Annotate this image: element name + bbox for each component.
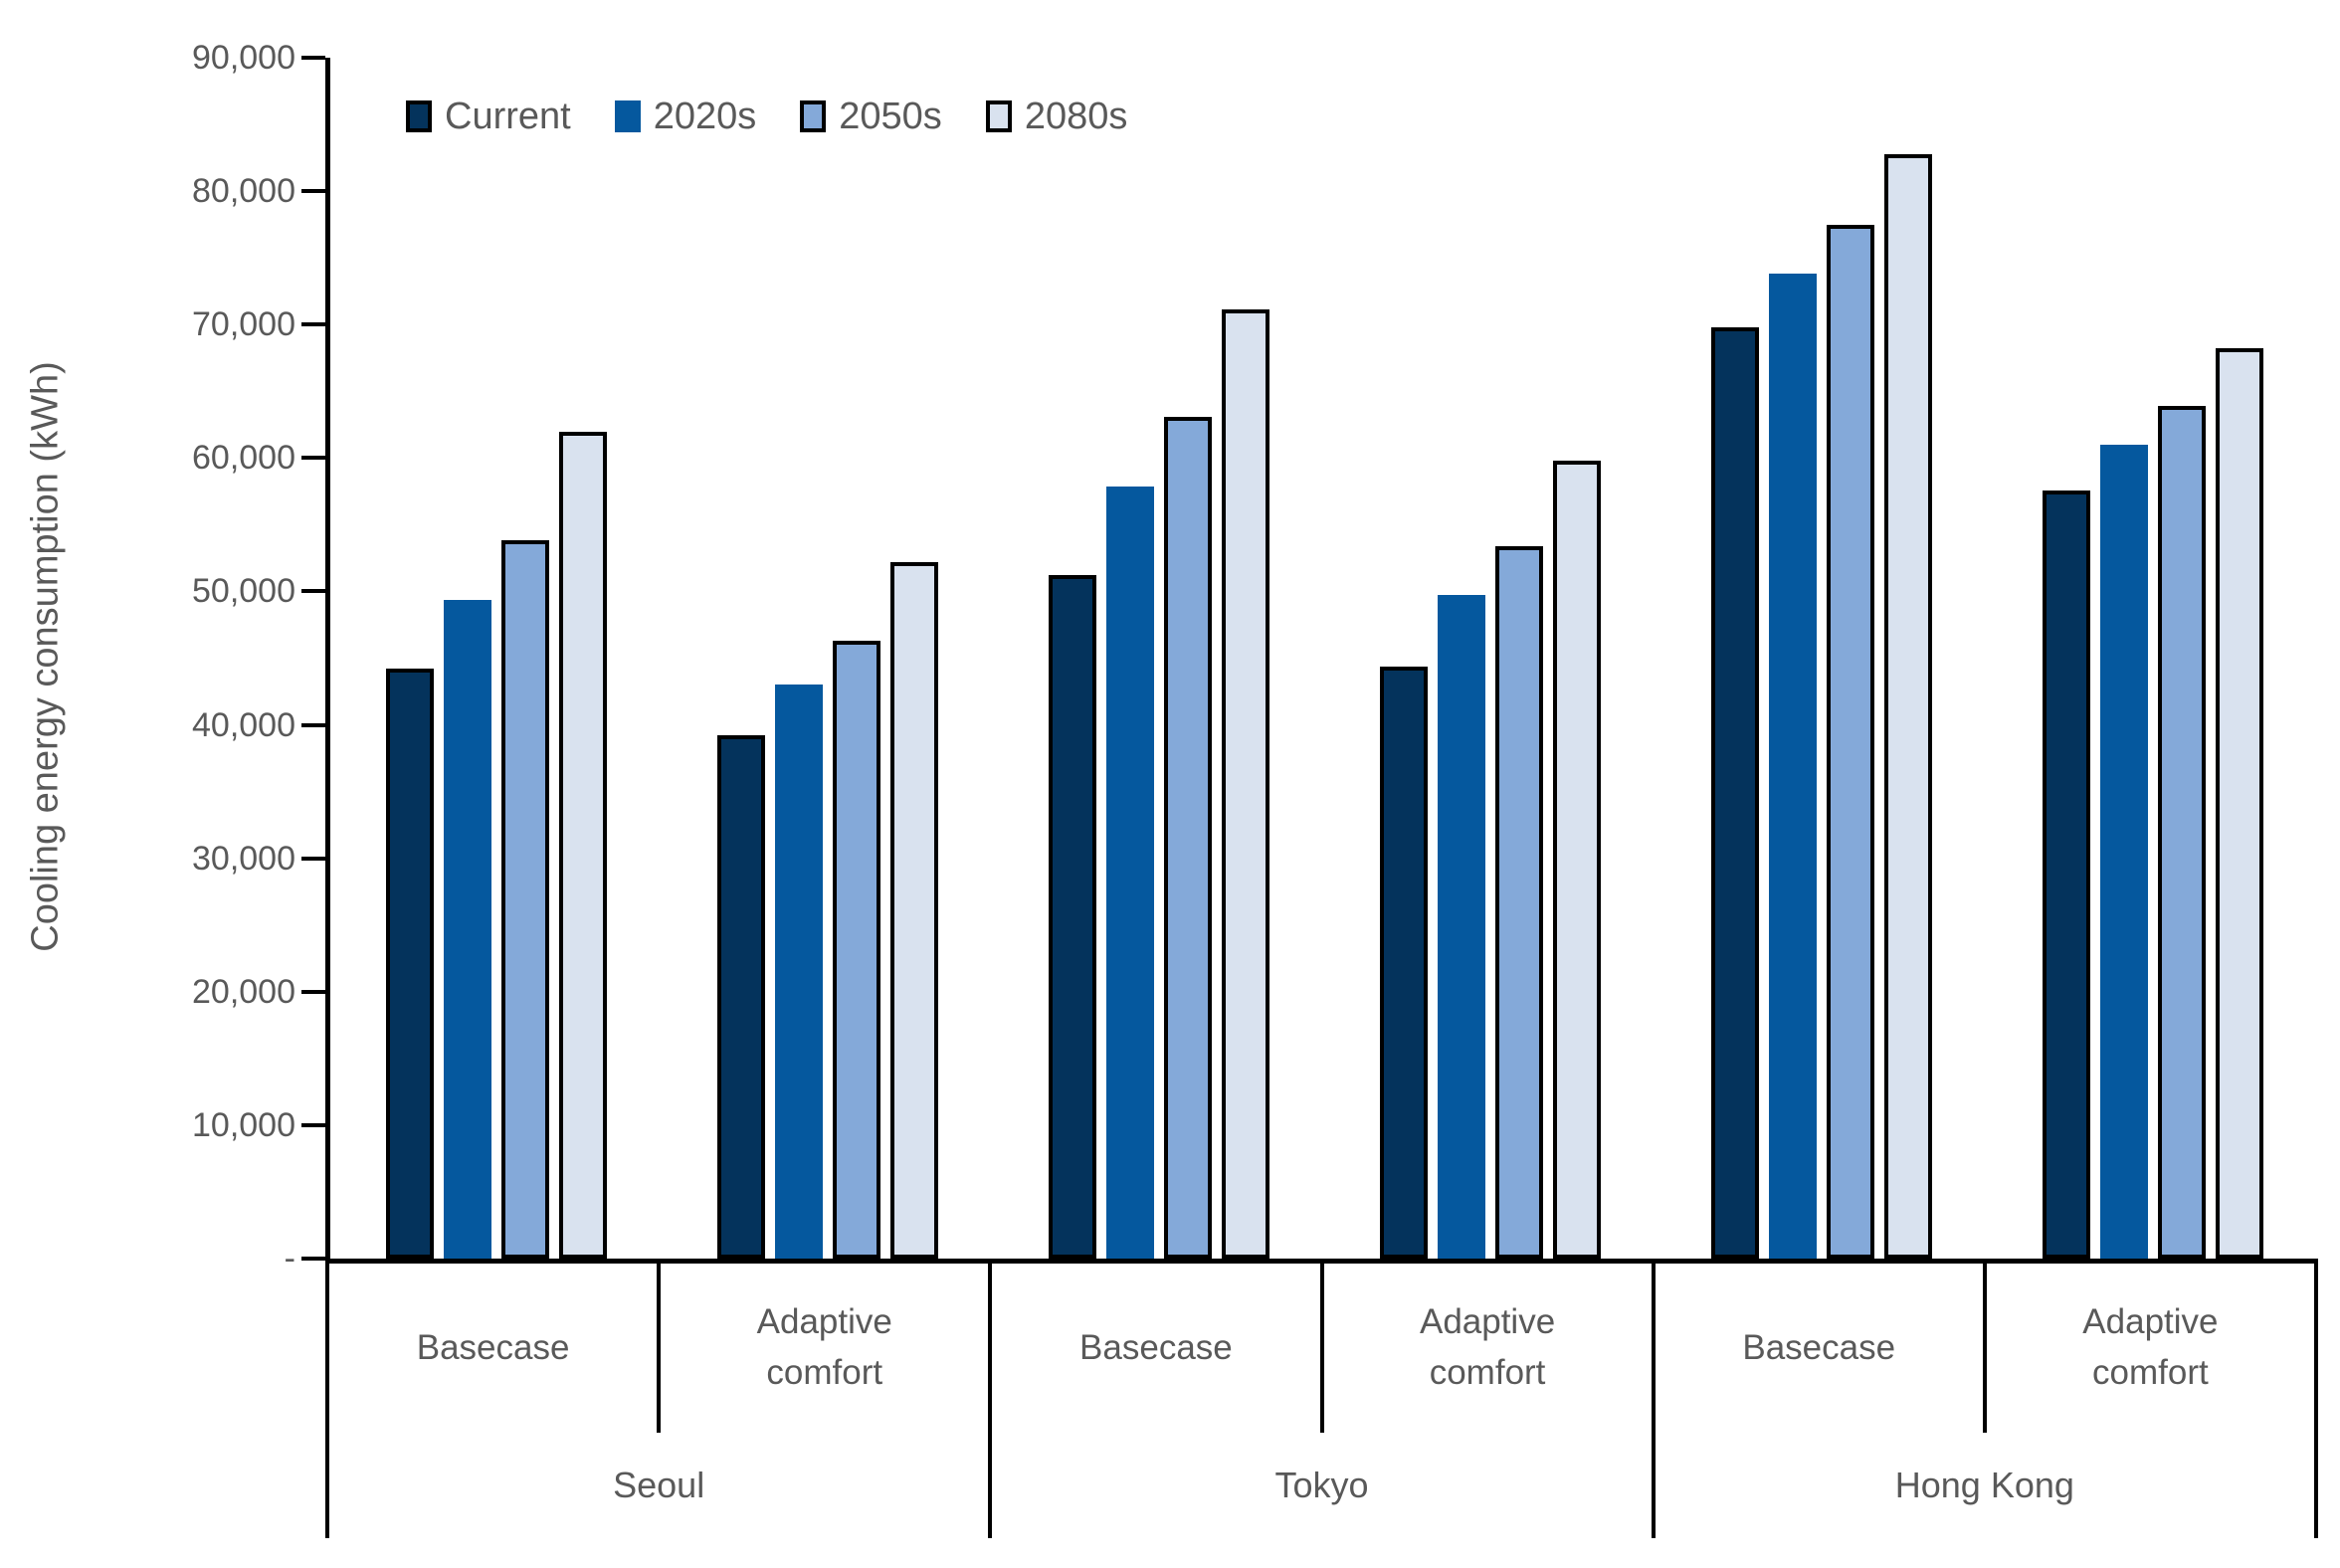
city-label-tokyo: Tokyo [1274, 1465, 1369, 1505]
scenario-label-seoul-adaptive-comfort: Adaptive comfort [657, 1264, 988, 1433]
y-tick-mark [301, 456, 325, 461]
bar-seoul-basecase-2050s [500, 540, 549, 1259]
category-cell-tokyo-adaptive-comfort [1324, 58, 1656, 1259]
legend: Current 2020s 2050s 2080s [406, 98, 1127, 135]
scenario-label-tokyo-basecase: Basecase [1079, 1327, 1233, 1367]
bar-hong-kong-adaptive-comfort-current [2042, 490, 2090, 1259]
city-label-hong-kong: Hong Kong [1894, 1465, 2074, 1505]
y-tick-label: 90,000 [192, 39, 295, 77]
scenario-row: Basecase Adaptive comfort [992, 1264, 1651, 1433]
y-tick-label: - [284, 1240, 295, 1277]
plot-area: 90,000 80,000 70,000 60,000 50,000 40,000 30,0… [192, 39, 2318, 1277]
legend-swatch-2080s [985, 100, 1012, 132]
y-tick-mark [301, 1257, 325, 1261]
bar-hong-kong-basecase-2050s [1826, 224, 1874, 1259]
y-tick-mark [301, 589, 325, 594]
category-cell-seoul-adaptive-comfort [662, 58, 993, 1259]
y-tick-mark [301, 989, 325, 994]
y-tick-label: 50,000 [192, 572, 295, 611]
city-label-seoul: Seoul [613, 1465, 705, 1505]
y-tick-mark [301, 856, 325, 861]
bar-hong-kong-basecase-2020s [1768, 274, 1817, 1259]
scenario-label-hong-kong-basecase: Basecase [1742, 1327, 1896, 1367]
bar-seoul-basecase-current [385, 669, 434, 1259]
y-axis-line [325, 58, 330, 1259]
y-tick-mark [301, 722, 325, 727]
legend-label: 2050s [839, 96, 942, 137]
y-tick-label: 40,000 [192, 705, 295, 744]
scenario-label-hong-kong-adaptive-comfort: Adaptive comfort [1982, 1264, 2314, 1433]
city-section-tokyo: Basecase Adaptive comfort Tokyo [988, 1264, 1651, 1538]
bar-hong-kong-basecase-current [1710, 326, 1759, 1259]
category-axis-table: Basecase Adaptive comfort Seoul Basecase Ada… [325, 1259, 2318, 1538]
legend-swatch-2050s [800, 100, 827, 132]
legend-item-2020s: 2020s [614, 96, 757, 137]
city-section-hong-kong: Basecase Adaptive comfort Hong Kong [1651, 1264, 2318, 1538]
category-cell-tokyo-basecase [993, 58, 1324, 1259]
bars-container [330, 58, 2318, 1259]
legend-swatch-current [406, 100, 432, 132]
y-tick-label: 60,000 [192, 439, 295, 478]
bar-tokyo-basecase-2020s [1105, 486, 1154, 1259]
bar-tokyo-adaptive-comfort-2020s [1437, 595, 1485, 1259]
y-tick-mark [301, 1122, 325, 1127]
legend-item-2050s: 2050s [800, 98, 942, 135]
bar-seoul-adaptive-comfort-current [716, 735, 765, 1259]
city-section-seoul: Basecase Adaptive comfort Seoul [325, 1264, 988, 1538]
category-cell-hong-kong-adaptive-comfort [1987, 58, 2318, 1259]
y-tick-mark [301, 56, 325, 60]
bar-seoul-adaptive-comfort-2050s [832, 641, 880, 1259]
legend-label: 2080s [1024, 96, 1128, 137]
bar-hong-kong-adaptive-comfort-2080s [2215, 348, 2263, 1259]
category-cell-seoul-basecase [330, 58, 662, 1259]
bar-tokyo-basecase-2050s [1163, 416, 1212, 1259]
bar-tokyo-basecase-2080s [1221, 309, 1269, 1259]
legend-item-2080s: 2080s [985, 96, 1128, 137]
y-tick-label: 70,000 [192, 305, 295, 344]
scenario-label-seoul-basecase: Basecase [416, 1327, 570, 1367]
y-tick-mark [301, 189, 325, 194]
bar-seoul-basecase-2020s [443, 599, 491, 1259]
legend-label: 2020s [653, 96, 757, 137]
y-tick-mark [301, 322, 325, 327]
bar-seoul-adaptive-comfort-2020s [774, 685, 823, 1259]
bar-tokyo-adaptive-comfort-2080s [1552, 461, 1601, 1259]
y-axis-title: Cooling energy consumption (kWh) [24, 361, 67, 952]
bar-hong-kong-adaptive-comfort-2020s [2099, 444, 2148, 1259]
legend-label: Current [445, 96, 571, 137]
scenario-row: Basecase Adaptive comfort [329, 1264, 988, 1433]
y-tick-label: 30,000 [192, 839, 295, 878]
y-tick-label: 20,000 [192, 972, 295, 1011]
y-tick-label: 10,000 [192, 1105, 295, 1144]
scenario-row: Basecase Adaptive comfort [1656, 1264, 2314, 1433]
bar-tokyo-basecase-current [1048, 575, 1096, 1259]
bar-hong-kong-basecase-2080s [1883, 153, 1932, 1259]
scenario-label-tokyo-adaptive-comfort: Adaptive comfort [1319, 1264, 1652, 1433]
legend-swatch-2020s [614, 100, 641, 132]
bar-seoul-adaptive-comfort-2080s [889, 561, 938, 1259]
y-tick-label: 80,000 [192, 172, 295, 211]
bar-hong-kong-adaptive-comfort-2050s [2157, 406, 2206, 1259]
bar-tokyo-adaptive-comfort-2050s [1494, 545, 1543, 1259]
bar-tokyo-adaptive-comfort-current [1379, 666, 1428, 1259]
bar-seoul-basecase-2080s [558, 431, 607, 1259]
category-cell-hong-kong-basecase [1656, 58, 1987, 1259]
legend-item-current: Current [406, 98, 571, 135]
